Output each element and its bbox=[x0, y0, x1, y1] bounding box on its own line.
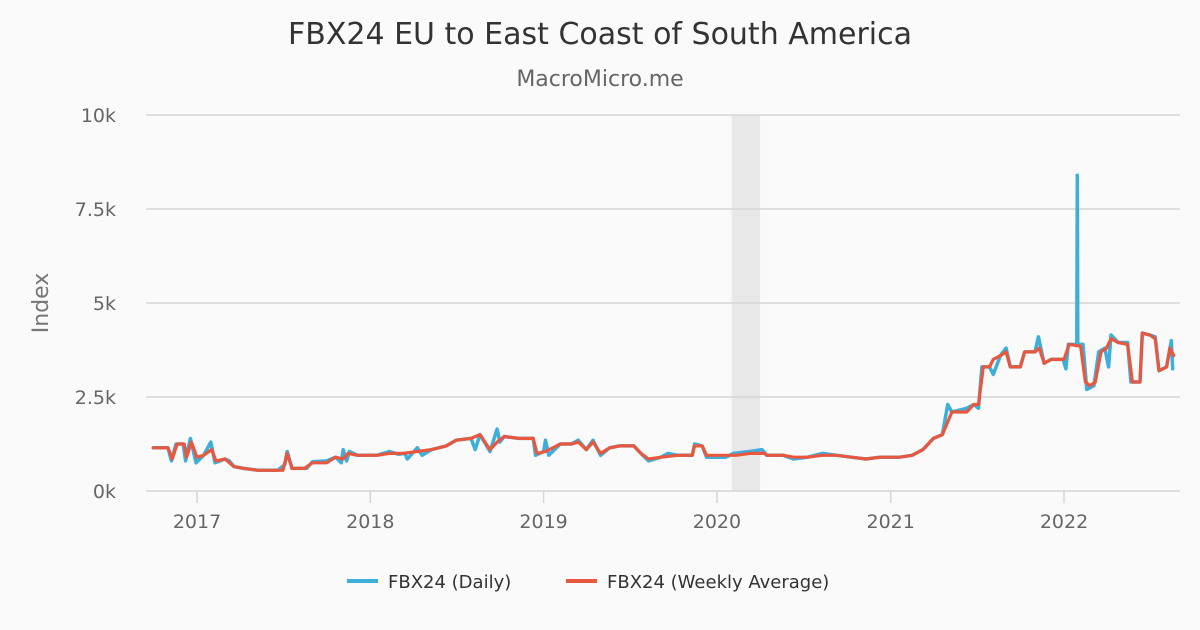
y-axis-label: Index bbox=[29, 273, 54, 334]
x-tick-label: 2019 bbox=[519, 511, 567, 533]
legend-item-weekly[interactable]: FBX24 (Weekly Average) bbox=[566, 572, 829, 593]
x-tick-label: 2022 bbox=[1040, 511, 1088, 533]
x-tick-label: 2021 bbox=[867, 511, 915, 533]
y-tick-label: 7.5k bbox=[75, 199, 116, 221]
y-tick-label: 10k bbox=[81, 105, 116, 127]
legend: FBX24 (Daily) FBX24 (Weekly Average) bbox=[347, 572, 829, 593]
x-tick-label: 2017 bbox=[173, 511, 221, 533]
x-tick-label: 2020 bbox=[693, 511, 741, 533]
y-tick-label: 2.5k bbox=[75, 387, 116, 409]
chart-subtitle: MacroMicro.me bbox=[516, 67, 683, 92]
y-tick-label: 5k bbox=[93, 293, 116, 315]
series-lines bbox=[151, 173, 1176, 473]
gridlines bbox=[146, 114, 1180, 492]
series-line-weekly bbox=[151, 331, 1176, 472]
chart-title: FBX24 EU to East Coast of South America bbox=[288, 17, 912, 52]
y-axis-ticks: 0k 2.5k 5k 7.5k 10k bbox=[75, 105, 116, 503]
legend-item-daily[interactable]: FBX24 (Daily) bbox=[347, 572, 511, 593]
x-axis-ticks: 2017 2018 2019 2020 2021 2022 bbox=[173, 491, 1088, 533]
legend-label-daily: FBX24 (Daily) bbox=[388, 572, 511, 593]
y-tick-label: 0k bbox=[93, 481, 116, 503]
legend-label-weekly: FBX24 (Weekly Average) bbox=[607, 572, 829, 593]
series-line-daily bbox=[151, 173, 1175, 473]
x-tick-label: 2018 bbox=[346, 511, 394, 533]
